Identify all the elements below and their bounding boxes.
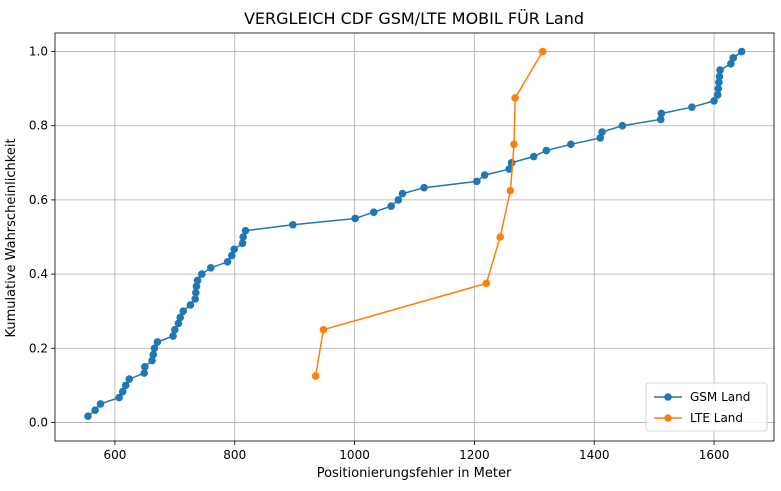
chart-title: VERGLEICH CDF GSM/LTE MOBIL FÜR Land: [244, 9, 584, 28]
data-point: [311, 372, 320, 380]
x-tick-label: 800: [223, 448, 246, 462]
legend-label: LTE Land: [690, 411, 743, 425]
data-point: [192, 288, 200, 297]
data-point: [153, 338, 162, 346]
data-point: [239, 233, 247, 241]
data-point: [91, 406, 99, 415]
data-point: [529, 152, 538, 161]
data-point: [176, 313, 185, 322]
series-line: [87, 50, 743, 417]
x-tick-label: 1000: [339, 448, 370, 462]
grid-lines: [55, 33, 774, 441]
x-axis-label: Positionierungsfehler in Meter: [317, 466, 512, 481]
data-point: [241, 226, 250, 235]
y-axis-label: Kumulative Wahrscheinlichkeit: [4, 138, 19, 337]
data-point: [149, 350, 158, 359]
data-point: [121, 381, 130, 390]
x-tick-label: 1400: [579, 448, 610, 462]
x-tick-label: 1200: [459, 448, 490, 462]
data-point: [84, 412, 92, 420]
series-1: [311, 47, 547, 380]
legend-marker: [664, 414, 672, 422]
x-tick-label: 1600: [699, 448, 730, 462]
data-point: [169, 332, 177, 340]
data-point: [230, 245, 238, 254]
data-point: [714, 84, 723, 93]
data-point: [192, 282, 201, 291]
data-point: [420, 183, 428, 192]
data-point: [118, 387, 127, 396]
data-point: [351, 214, 359, 223]
data-point: [618, 121, 627, 130]
data-point: [482, 279, 491, 288]
data-point: [710, 97, 718, 105]
data-point: [598, 128, 606, 136]
data-point: [141, 363, 149, 371]
y-tick-label: 0.0: [29, 415, 48, 429]
y-tick-label: 1.0: [29, 45, 48, 59]
data-point: [140, 369, 149, 377]
series-0: [84, 47, 746, 420]
data-point: [223, 258, 232, 266]
data-point: [191, 295, 200, 303]
data-point: [715, 78, 723, 87]
data-point: [727, 59, 735, 68]
data-point: [148, 356, 156, 365]
data-point: [656, 115, 665, 124]
data-point: [729, 54, 738, 62]
data-point: [227, 251, 236, 260]
data-point: [715, 72, 724, 81]
data-point: [206, 263, 215, 272]
data-point: [319, 325, 328, 334]
y-tick-label: 0.2: [29, 341, 48, 355]
data-point: [713, 91, 722, 99]
data-point: [480, 171, 489, 179]
data-point: [150, 344, 159, 353]
data-point: [289, 220, 297, 229]
data-point: [506, 186, 515, 195]
legend: GSM Land LTE Land: [645, 382, 768, 432]
data-point: [238, 239, 247, 248]
legend-label: GSM Land: [690, 390, 750, 404]
data-point: [96, 400, 105, 408]
data-point: [387, 202, 395, 211]
data-point: [507, 159, 516, 167]
y-tick-label: 0.4: [29, 267, 48, 281]
data-point: [737, 47, 746, 56]
data-point: [115, 393, 123, 402]
series-line: [314, 51, 544, 377]
y-tick-label: 0.6: [29, 193, 48, 207]
data-point: [473, 177, 481, 186]
data-point: [125, 375, 134, 383]
data-point: [505, 165, 513, 173]
axes: 600 800 1000 1200 1400 1600 0.0 0.2 0.4 0.6 0.8 1.0: [29, 32, 775, 462]
data-point: [193, 276, 202, 285]
data-point: [197, 270, 206, 278]
legend-box: [645, 382, 768, 432]
x-tick-label: 600: [103, 448, 126, 462]
data-point: [567, 140, 575, 149]
data-point: [510, 140, 518, 149]
y-tick-label: 0.8: [29, 119, 48, 133]
legend-marker: [664, 393, 672, 401]
data-point: [179, 307, 188, 315]
series-lines: [84, 47, 746, 420]
plot-frame: [54, 32, 775, 442]
data-point: [596, 134, 605, 142]
data-point: [716, 66, 724, 74]
data-point: [496, 233, 504, 241]
data-point: [186, 301, 195, 309]
data-point: [174, 319, 183, 328]
data-point: [538, 47, 547, 56]
data-point: [688, 103, 696, 111]
data-point: [171, 325, 179, 334]
data-point: [394, 196, 403, 204]
data-point: [542, 146, 551, 155]
data-point: [511, 94, 519, 102]
data-point: [657, 109, 666, 118]
data-point: [369, 208, 378, 216]
data-point: [398, 189, 407, 198]
